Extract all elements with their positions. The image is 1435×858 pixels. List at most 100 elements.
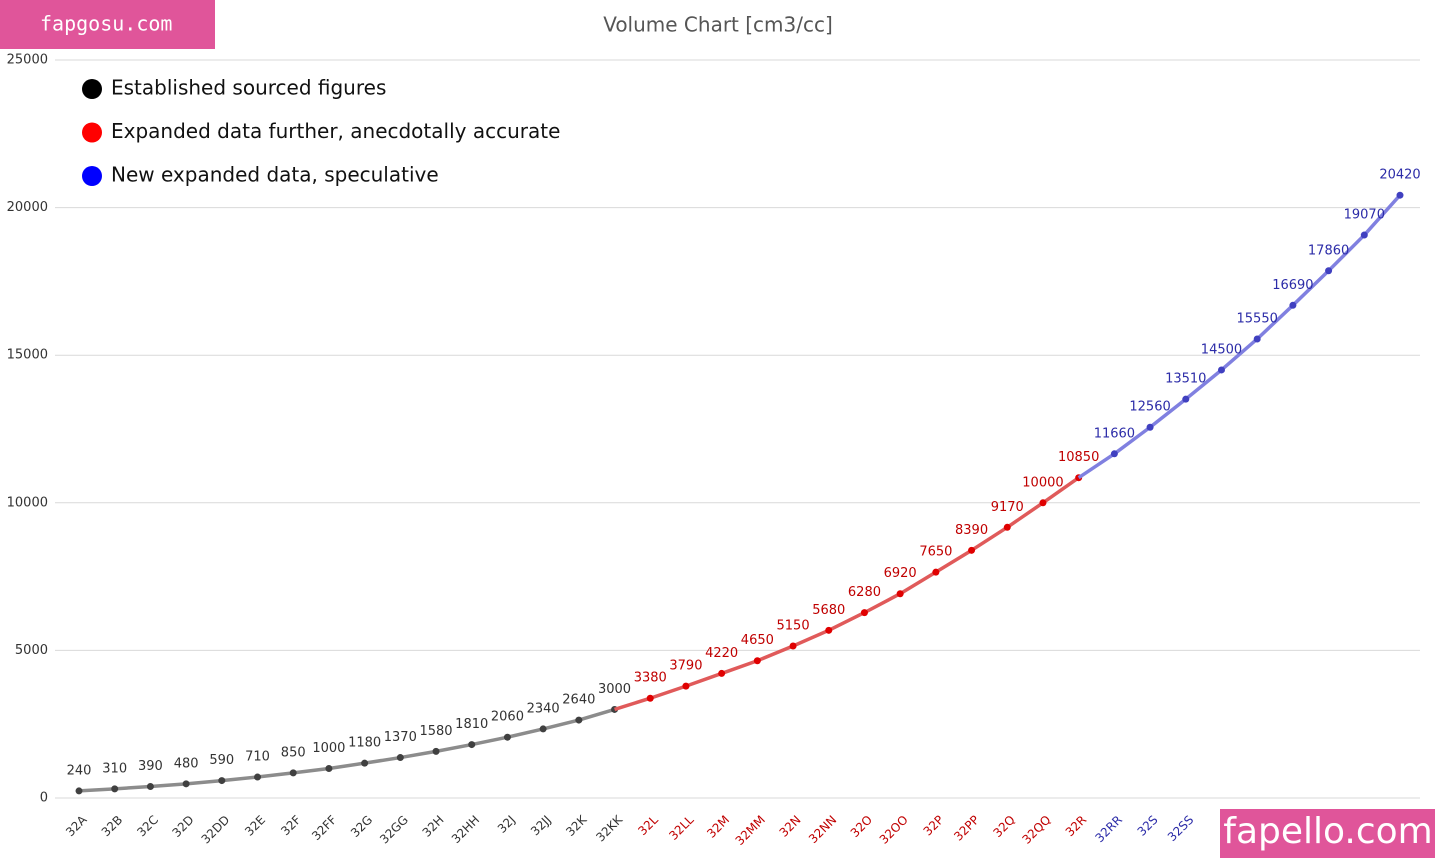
data-label: 7650 — [919, 545, 952, 560]
marker — [1253, 335, 1261, 343]
marker — [218, 777, 226, 785]
data-label: 1580 — [419, 724, 452, 739]
x-tick-label: 32DD — [199, 813, 233, 847]
x-tick-label: 32B — [99, 813, 126, 840]
data-label: 1180 — [348, 736, 381, 751]
data-label: 710 — [245, 750, 270, 765]
marker — [968, 546, 976, 554]
legend-label: Expanded data further, anecdotally accur… — [111, 119, 560, 143]
marker — [468, 741, 476, 749]
data-label: 12560 — [1129, 400, 1170, 415]
x-tick-label: 32KK — [593, 812, 626, 845]
marker — [361, 759, 369, 767]
x-tick-label: 32GG — [377, 813, 411, 847]
marker — [1396, 191, 1404, 199]
marker — [432, 747, 440, 755]
y-tick-label: 20000 — [7, 200, 48, 215]
marker — [718, 669, 726, 677]
data-label: 3380 — [634, 671, 667, 686]
data-label: 5680 — [812, 603, 845, 618]
x-tick-label: 32D — [169, 813, 196, 840]
connector — [1077, 452, 1116, 480]
y-tick-label: 0 — [40, 791, 48, 806]
legend-label: Established sourced figures — [111, 76, 386, 100]
marker — [1360, 231, 1368, 239]
data-label: 2060 — [491, 710, 524, 725]
marker — [111, 785, 119, 793]
data-label: 4650 — [741, 633, 774, 648]
watermark: fapgosu.com — [40, 12, 172, 36]
y-tick-label: 10000 — [7, 495, 48, 510]
x-tick-label: 32A — [63, 812, 90, 839]
marker — [646, 694, 654, 702]
y-tick-label: 5000 — [15, 643, 48, 658]
x-tick-label: 32SS — [1165, 813, 1196, 844]
x-tick-label: 32P — [921, 813, 947, 839]
chart-title: Volume Chart [cm3/cc] — [603, 13, 833, 37]
y-tick-label: 25000 — [7, 53, 48, 68]
marker — [932, 568, 940, 576]
x-tick-label: 32S — [1135, 813, 1161, 839]
data-label: 8390 — [955, 523, 988, 538]
x-tick-label: 32J — [495, 813, 518, 836]
x-tick-label: 32N — [777, 813, 804, 840]
data-label: 20420 — [1379, 168, 1420, 183]
data-label: 3790 — [669, 659, 702, 674]
data-label: 390 — [138, 759, 163, 774]
x-tick-label: 32F — [278, 813, 304, 839]
marker — [682, 682, 690, 690]
data-label: 10850 — [1058, 450, 1099, 465]
data-label: 6920 — [884, 566, 917, 581]
marker — [182, 780, 190, 788]
data-label: 14500 — [1201, 342, 1242, 357]
data-label: 15550 — [1237, 311, 1278, 326]
data-label: 590 — [209, 753, 234, 768]
marker — [1110, 450, 1118, 458]
data-label: 5150 — [777, 618, 810, 633]
marker — [575, 716, 583, 724]
x-tick-label: 32E — [242, 813, 268, 839]
marker — [1289, 301, 1297, 309]
connector — [614, 696, 651, 712]
marker — [254, 773, 262, 781]
watermark-bg — [0, 0, 215, 49]
marker — [396, 754, 404, 762]
data-label: 19070 — [1344, 208, 1385, 223]
marker — [325, 764, 333, 772]
watermark-bg — [1220, 809, 1435, 858]
data-label: 9170 — [991, 500, 1024, 515]
marker — [1003, 523, 1011, 531]
data-label: 16690 — [1272, 278, 1313, 293]
data-label: 13510 — [1165, 372, 1206, 387]
marker — [146, 782, 154, 790]
x-tick-label: 32C — [134, 813, 161, 840]
marker — [503, 733, 511, 741]
marker — [289, 769, 297, 777]
marker — [789, 642, 797, 650]
series-line — [78, 707, 616, 793]
marker — [75, 787, 83, 795]
x-tick-label: 32K — [563, 812, 590, 839]
x-tick-label: 32M — [704, 813, 732, 841]
x-tick-label: 32OO — [877, 813, 911, 847]
watermark: fapello.com — [1223, 811, 1432, 852]
data-label: 1000 — [312, 741, 345, 756]
data-label: 17860 — [1308, 243, 1349, 258]
x-tick-label: 32R — [1063, 813, 1090, 840]
x-tick-label: 32L — [635, 812, 661, 838]
data-label: 3000 — [598, 682, 631, 697]
x-tick-label: 32JJ — [528, 813, 554, 839]
legend-dot — [82, 122, 102, 143]
marker — [1039, 499, 1047, 507]
data-label: 2340 — [527, 701, 560, 716]
y-tick-label: 15000 — [7, 348, 48, 363]
x-tick-label: 32QQ — [1020, 813, 1054, 847]
marker — [1217, 366, 1225, 374]
marker — [1146, 423, 1154, 431]
x-tick-label: 32NN — [806, 813, 839, 846]
x-tick-label: 32Q — [990, 813, 1017, 840]
data-label: 850 — [281, 745, 306, 760]
data-label: 6280 — [848, 585, 881, 600]
